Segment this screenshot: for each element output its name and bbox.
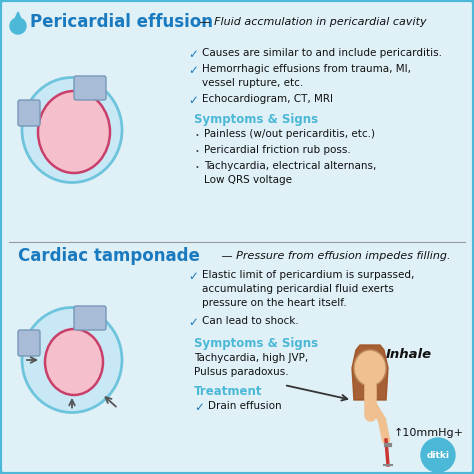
- Text: Painless (w/out pericarditis, etc.): Painless (w/out pericarditis, etc.): [204, 129, 375, 139]
- Text: Treatment: Treatment: [194, 385, 263, 398]
- Text: Can lead to shock.: Can lead to shock.: [202, 316, 299, 326]
- Text: Pericardial friction rub poss.: Pericardial friction rub poss.: [204, 145, 351, 155]
- Text: ✓: ✓: [188, 94, 198, 107]
- Text: — Pressure from effusion impedes filling.: — Pressure from effusion impedes filling…: [218, 251, 450, 261]
- Text: ·: ·: [194, 161, 199, 176]
- Text: Tachycardia, electrical alternans,: Tachycardia, electrical alternans,: [204, 161, 376, 171]
- Text: Causes are similar to and include pericarditis.: Causes are similar to and include perica…: [202, 48, 442, 58]
- Text: Echocardiogram, CT, MRI: Echocardiogram, CT, MRI: [202, 94, 333, 104]
- Text: ✓: ✓: [188, 48, 198, 61]
- Text: ·: ·: [194, 145, 199, 160]
- Ellipse shape: [22, 308, 122, 412]
- Ellipse shape: [22, 78, 122, 182]
- Text: Low QRS voltage: Low QRS voltage: [204, 175, 292, 185]
- FancyBboxPatch shape: [18, 330, 40, 356]
- Text: — Fluid accmulation in pericardial cavity: — Fluid accmulation in pericardial cavit…: [196, 17, 427, 27]
- Text: Drain effusion: Drain effusion: [208, 401, 282, 411]
- Text: ✓: ✓: [188, 64, 198, 77]
- Text: ✓: ✓: [194, 401, 204, 414]
- Text: Cardiac tamponade: Cardiac tamponade: [18, 247, 200, 265]
- Ellipse shape: [38, 91, 110, 173]
- FancyBboxPatch shape: [74, 76, 106, 100]
- Text: vessel rupture, etc.: vessel rupture, etc.: [202, 78, 303, 88]
- Text: Hemorrhagic effusions from trauma, MI,: Hemorrhagic effusions from trauma, MI,: [202, 64, 411, 74]
- Text: pressure on the heart itself.: pressure on the heart itself.: [202, 298, 346, 308]
- Text: Pericardial effusion: Pericardial effusion: [30, 13, 213, 31]
- Text: ditki: ditki: [427, 450, 449, 459]
- Text: Symptoms & Signs: Symptoms & Signs: [194, 113, 318, 126]
- FancyBboxPatch shape: [74, 306, 106, 330]
- Text: Inhale: Inhale: [386, 348, 432, 361]
- Text: Pulsus paradoxus.: Pulsus paradoxus.: [194, 367, 289, 377]
- Text: ✓: ✓: [188, 270, 198, 283]
- Polygon shape: [10, 18, 26, 34]
- Text: ↑10mmHg+: ↑10mmHg+: [394, 428, 464, 438]
- Polygon shape: [12, 12, 24, 26]
- Text: ✓: ✓: [188, 316, 198, 329]
- Text: Tachycardia, high JVP,: Tachycardia, high JVP,: [194, 353, 308, 363]
- Text: accumulating pericardial fluid exerts: accumulating pericardial fluid exerts: [202, 284, 394, 294]
- Text: Elastic limit of pericardium is surpassed,: Elastic limit of pericardium is surpasse…: [202, 270, 414, 280]
- Text: ·: ·: [194, 129, 199, 144]
- Polygon shape: [352, 345, 388, 400]
- Circle shape: [421, 438, 455, 472]
- Ellipse shape: [45, 329, 103, 395]
- Text: Symptoms & Signs: Symptoms & Signs: [194, 337, 318, 350]
- FancyBboxPatch shape: [18, 100, 40, 126]
- Ellipse shape: [354, 350, 386, 386]
